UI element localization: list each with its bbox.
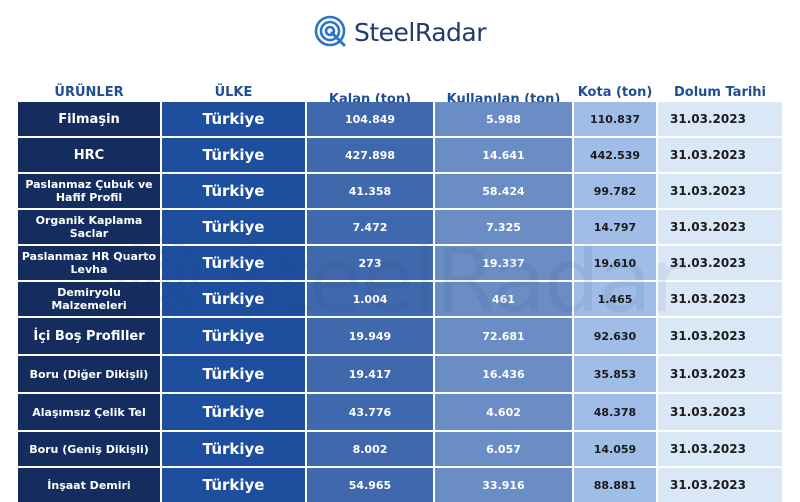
cell-kalan: 19.949 xyxy=(307,318,433,354)
cell-kullanilan: 33.916 xyxy=(435,468,572,502)
cell-kalan: 19.417 xyxy=(307,356,433,392)
cell-kalan: 8.002 xyxy=(307,432,433,466)
cell-ulke: Türkiye xyxy=(162,318,305,354)
cell-urun: Filmaşin xyxy=(18,102,160,136)
cell-kota: 14.797 xyxy=(574,210,656,244)
header-urunler: ÜRÜNLER xyxy=(54,84,124,100)
cell-ulke: Türkiye xyxy=(162,210,305,244)
cell-kota: 35.853 xyxy=(574,356,656,392)
table-row: Organik Kaplama Saclar Türkiye 7.472 7.3… xyxy=(0,210,800,244)
cell-kota: 19.610 xyxy=(574,246,656,280)
cell-urun: Paslanmaz Çubuk ve Hafif Profil xyxy=(18,174,160,208)
cell-kalan: 41.358 xyxy=(307,174,433,208)
header-ulke: ÜLKE xyxy=(214,84,253,100)
cell-urun: İçi Boş Profiller xyxy=(18,318,160,354)
table-row: İçi Boş Profiller Türkiye 19.949 72.681 … xyxy=(0,318,800,354)
cell-kullanilan: 58.424 xyxy=(435,174,572,208)
cell-kalan: 427.898 xyxy=(307,138,433,172)
cell-kullanilan: 5.988 xyxy=(435,102,572,136)
cell-dolum-tarihi: 31.03.2023 xyxy=(658,356,782,392)
cell-urun: Demiryolu Malzemeleri xyxy=(18,282,160,316)
table-row: Filmaşin Türkiye 104.849 5.988 110.837 3… xyxy=(0,102,800,136)
cell-dolum-tarihi: 31.03.2023 xyxy=(658,432,782,466)
header-dolum-tarihi: Dolum Tarihi xyxy=(673,84,767,100)
cell-kullanilan: 7.325 xyxy=(435,210,572,244)
cell-kota: 48.378 xyxy=(574,394,656,430)
cell-ulke: Türkiye xyxy=(162,356,305,392)
cell-kullanilan: 14.641 xyxy=(435,138,572,172)
cell-kalan: 1.004 xyxy=(307,282,433,316)
cell-dolum-tarihi: 31.03.2023 xyxy=(658,318,782,354)
cell-kullanilan: 4.602 xyxy=(435,394,572,430)
table-row: HRC Türkiye 427.898 14.641 442.539 31.03… xyxy=(0,138,800,172)
table-row: Boru (Geniş Dikişli) Türkiye 8.002 6.057… xyxy=(0,432,800,466)
cell-kota: 99.782 xyxy=(574,174,656,208)
cell-urun: Boru (Geniş Dikişli) xyxy=(18,432,160,466)
cell-kullanilan: 6.057 xyxy=(435,432,572,466)
table-row: Paslanmaz Çubuk ve Hafif Profil Türkiye … xyxy=(0,174,800,208)
cell-kalan: 104.849 xyxy=(307,102,433,136)
cell-kota: 14.059 xyxy=(574,432,656,466)
cell-kota: 88.881 xyxy=(574,468,656,502)
cell-ulke: Türkiye xyxy=(162,246,305,280)
cell-dolum-tarihi: 31.03.2023 xyxy=(658,282,782,316)
cell-ulke: Türkiye xyxy=(162,174,305,208)
cell-urun: İnşaat Demiri xyxy=(18,468,160,502)
cell-dolum-tarihi: 31.03.2023 xyxy=(658,174,782,208)
header-kota: Kota (ton) xyxy=(577,84,653,100)
cell-ulke: Türkiye xyxy=(162,468,305,502)
cell-kullanilan: 461 xyxy=(435,282,572,316)
cell-ulke: Türkiye xyxy=(162,138,305,172)
cell-kalan: 54.965 xyxy=(307,468,433,502)
table-row: Alaşımsız Çelik Tel Türkiye 43.776 4.602… xyxy=(0,394,800,430)
cell-kota: 1.465 xyxy=(574,282,656,316)
cell-dolum-tarihi: 31.03.2023 xyxy=(658,102,782,136)
table-row: Demiryolu Malzemeleri Türkiye 1.004 461 … xyxy=(0,282,800,316)
cell-kota: 442.539 xyxy=(574,138,656,172)
cell-ulke: Türkiye xyxy=(162,102,305,136)
cell-kalan: 43.776 xyxy=(307,394,433,430)
cell-urun: Paslanmaz HR Quarto Levha xyxy=(18,246,160,280)
cell-urun: Boru (Diğer Dikişli) xyxy=(18,356,160,392)
cell-dolum-tarihi: 31.03.2023 xyxy=(658,138,782,172)
cell-urun: Organik Kaplama Saclar xyxy=(18,210,160,244)
cell-kalan: 7.472 xyxy=(307,210,433,244)
cell-ulke: Türkiye xyxy=(162,394,305,430)
cell-dolum-tarihi: 31.03.2023 xyxy=(658,394,782,430)
table-row: İnşaat Demiri Türkiye 54.965 33.916 88.8… xyxy=(0,468,800,502)
brand-name: SteelRadar xyxy=(354,17,487,47)
cell-kullanilan: 16.436 xyxy=(435,356,572,392)
cell-kota: 92.630 xyxy=(574,318,656,354)
table-row: Boru (Diğer Dikişli) Türkiye 19.417 16.4… xyxy=(0,356,800,392)
cell-ulke: Türkiye xyxy=(162,282,305,316)
cell-kullanilan: 19.337 xyxy=(435,246,572,280)
cell-kota: 110.837 xyxy=(574,102,656,136)
cell-ulke: Türkiye xyxy=(162,432,305,466)
table-row: Paslanmaz HR Quarto Levha Türkiye 273 19… xyxy=(0,246,800,280)
cell-dolum-tarihi: 31.03.2023 xyxy=(658,210,782,244)
cell-dolum-tarihi: 31.03.2023 xyxy=(658,468,782,502)
cell-kullanilan: 72.681 xyxy=(435,318,572,354)
cell-kalan: 273 xyxy=(307,246,433,280)
cell-dolum-tarihi: 31.03.2023 xyxy=(658,246,782,280)
cell-urun: Alaşımsız Çelik Tel xyxy=(18,394,160,430)
radar-q-logo-icon xyxy=(314,15,348,49)
brand-header: SteelRadar xyxy=(0,12,800,52)
cell-urun: HRC xyxy=(18,138,160,172)
